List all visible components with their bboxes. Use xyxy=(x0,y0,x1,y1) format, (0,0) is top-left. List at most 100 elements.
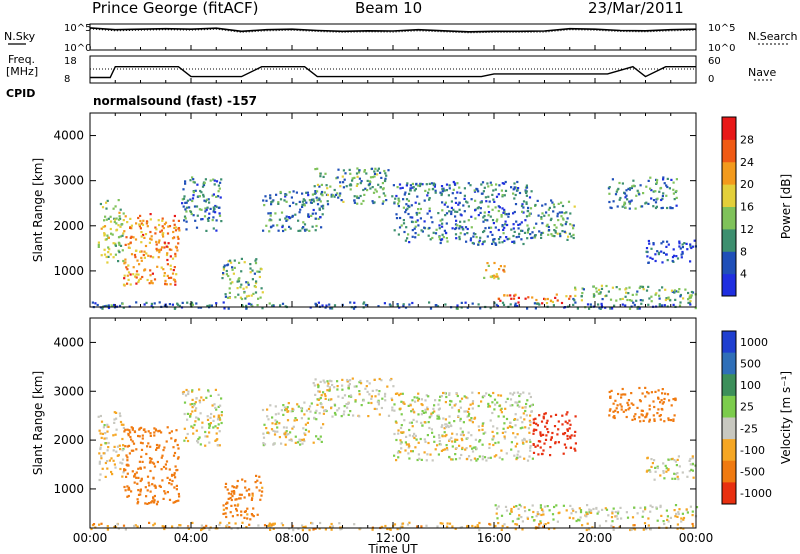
data-cell xyxy=(525,186,529,189)
data-cell xyxy=(333,195,336,198)
data-cell xyxy=(513,186,516,189)
data-cell xyxy=(495,512,498,515)
data-cell xyxy=(665,297,668,300)
data-cell xyxy=(251,492,254,495)
data-cell xyxy=(454,183,457,186)
data-cell xyxy=(299,439,302,442)
data-cell xyxy=(110,232,113,235)
data-cell xyxy=(106,234,109,237)
data-cell xyxy=(309,201,313,204)
data-cell xyxy=(239,497,242,500)
data-cell xyxy=(538,230,541,233)
data-cell xyxy=(221,277,224,280)
data-cell xyxy=(404,191,407,194)
data-cell xyxy=(284,436,288,439)
data-cell xyxy=(646,412,649,415)
data-cell xyxy=(182,205,185,208)
data-cell xyxy=(115,450,118,453)
data-cell xyxy=(679,247,682,250)
data-cell xyxy=(177,237,180,240)
data-cell xyxy=(561,414,564,417)
data-cell xyxy=(565,413,568,416)
data-cell xyxy=(348,184,351,187)
data-cell xyxy=(303,199,307,202)
data-cell xyxy=(501,195,504,198)
data-cell xyxy=(654,190,657,193)
data-cell xyxy=(191,390,194,393)
data-cell xyxy=(127,432,130,435)
data-cell xyxy=(512,212,515,215)
data-cell xyxy=(611,286,614,289)
data-cell xyxy=(123,262,126,265)
data-cell xyxy=(429,307,433,310)
data-cell xyxy=(330,522,333,526)
data-cell xyxy=(497,209,500,213)
data-cell xyxy=(444,231,448,234)
colorbar-tick-label: 4 xyxy=(740,268,747,281)
data-cell xyxy=(127,243,130,246)
data-cell xyxy=(670,404,673,407)
data-cell xyxy=(605,508,609,511)
data-cell xyxy=(168,478,172,481)
data-cell xyxy=(216,444,220,447)
data-cell xyxy=(460,453,463,457)
data-cell xyxy=(523,506,526,509)
data-cell xyxy=(315,196,318,199)
data-cell xyxy=(397,205,400,208)
data-cell xyxy=(443,229,446,232)
data-cell xyxy=(370,395,373,398)
data-cell xyxy=(678,240,681,243)
data-cell xyxy=(186,432,189,436)
data-cell xyxy=(102,452,105,455)
data-cell xyxy=(498,184,501,187)
data-cell xyxy=(129,435,132,439)
data-cell xyxy=(129,431,132,434)
data-cell xyxy=(494,524,497,528)
data-cell xyxy=(297,405,300,408)
data-cell xyxy=(186,199,189,202)
data-cell xyxy=(252,507,255,510)
data-cell xyxy=(356,183,359,186)
data-cell xyxy=(659,414,662,417)
data-cell xyxy=(502,415,505,418)
data-cell xyxy=(383,395,387,398)
data-cell xyxy=(555,226,558,229)
data-cell xyxy=(481,422,484,425)
data-cell xyxy=(312,382,315,385)
data-cell xyxy=(266,431,270,434)
data-cell xyxy=(139,219,142,223)
data-cell xyxy=(342,200,345,203)
data-cell xyxy=(514,203,518,206)
data-cell xyxy=(164,463,167,466)
data-cell xyxy=(350,395,353,398)
data-cell xyxy=(476,525,480,528)
data-cell xyxy=(158,484,161,487)
data-cell xyxy=(272,522,275,525)
data-cell xyxy=(420,403,423,406)
data-cell xyxy=(609,408,612,411)
data-cell xyxy=(383,302,386,305)
data-cell xyxy=(182,392,185,395)
data-cell xyxy=(328,389,331,392)
data-cell xyxy=(263,423,266,426)
data-cell xyxy=(464,301,467,304)
data-cell xyxy=(363,193,366,196)
data-cell xyxy=(338,522,341,525)
data-cell xyxy=(314,393,317,396)
data-cell xyxy=(488,226,491,229)
data-cell xyxy=(688,295,691,298)
data-cell xyxy=(132,449,135,452)
data-cell xyxy=(346,378,349,382)
data-cell xyxy=(647,202,650,205)
data-cell xyxy=(365,172,368,175)
data-cell xyxy=(488,405,492,408)
data-cell xyxy=(173,236,176,239)
data-cell xyxy=(557,202,560,205)
data-cell xyxy=(514,304,517,307)
data-cell xyxy=(192,432,195,435)
data-cell xyxy=(118,444,121,447)
data-cell xyxy=(497,441,500,444)
data-cell xyxy=(125,266,128,269)
data-cell xyxy=(427,234,430,237)
data-cell xyxy=(310,521,313,525)
